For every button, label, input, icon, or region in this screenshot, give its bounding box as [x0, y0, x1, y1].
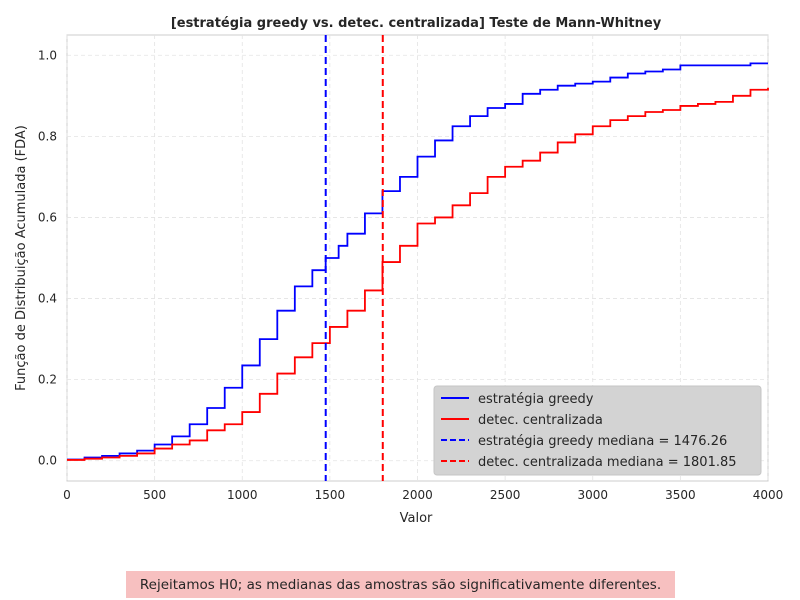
legend-label: detec. centralizada mediana = 1801.85	[478, 455, 737, 470]
y-axis-ticks: 0.0 0.2 0.4 0.6 0.8 1.0	[38, 48, 57, 467]
cdf-line-0	[67, 62, 768, 461]
x-tick-label: 1500	[315, 488, 346, 502]
x-tick-label: 2500	[490, 488, 521, 502]
legend: estratégia greedy detec. centralizada estr…	[433, 385, 762, 476]
x-tick-label: 3000	[577, 488, 608, 502]
x-tick-label: 2000	[402, 488, 433, 502]
chart-title: [estratégia greedy vs. detec. centraliza…	[171, 16, 662, 31]
y-tick-label: 0.6	[38, 210, 57, 224]
x-tick-label: 1000	[227, 488, 258, 502]
legend-label: estratégia greedy mediana = 1476.26	[478, 434, 727, 449]
test-conclusion-banner: Rejeitamos H0; as medianas das amostras …	[126, 571, 675, 598]
y-tick-label: 0.2	[38, 373, 57, 387]
x-tick-label: 500	[143, 488, 166, 502]
legend-label: detec. centralizada	[478, 413, 603, 428]
series-layer	[67, 35, 769, 481]
y-tick-label: 0.8	[38, 129, 57, 143]
x-tick-label: 3500	[665, 488, 696, 502]
y-tick-label: 0.4	[38, 292, 57, 306]
y-tick-label: 0.0	[38, 454, 57, 468]
x-axis-ticks: 0 500 1000 1500 2000 2500 3000 3500 4000	[63, 488, 783, 502]
y-axis-label: Função de Distribuição Acumulada (FDA)	[14, 125, 29, 391]
legend-box	[433, 385, 762, 476]
legend-label: estratégia greedy	[478, 392, 594, 407]
x-tick-label: 0	[63, 488, 71, 502]
cdf-line-1	[67, 87, 769, 461]
y-tick-label: 1.0	[38, 48, 57, 62]
x-tick-label: 4000	[753, 488, 784, 502]
x-axis-label: Valor	[400, 511, 433, 526]
